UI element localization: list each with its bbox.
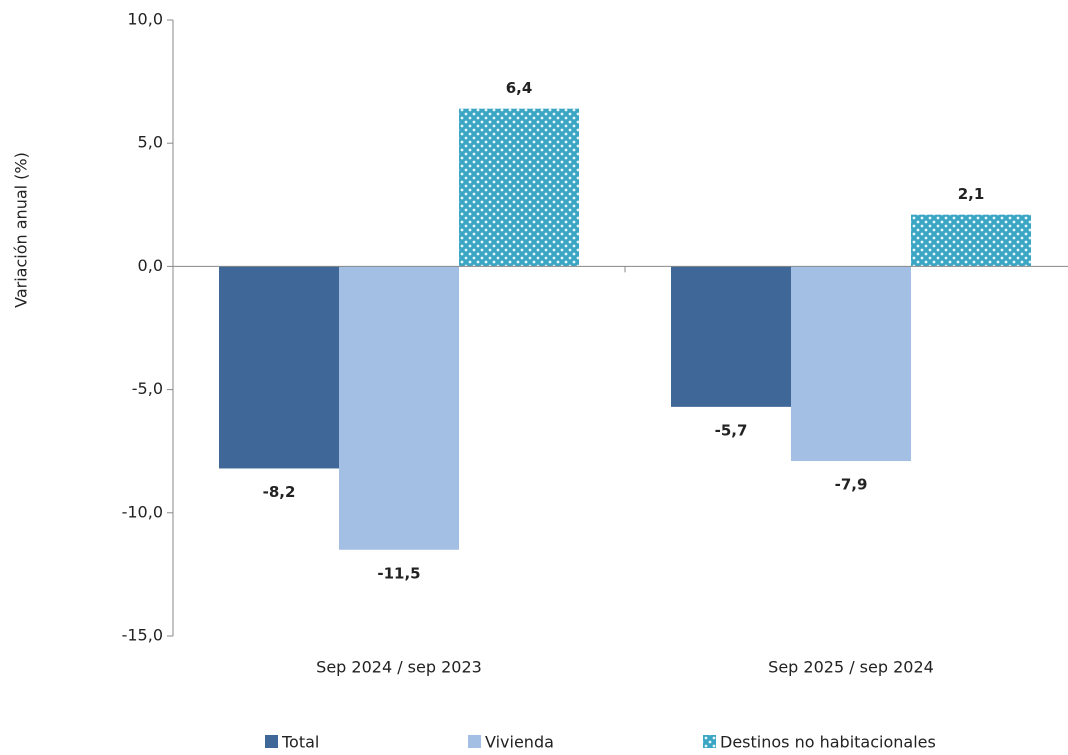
x-tick-label: Sep 2024 / sep 2023 (316, 658, 482, 677)
y-tick-label: -15,0 (122, 626, 163, 645)
value-label: -5,7 (715, 421, 748, 439)
value-label: -8,2 (263, 483, 296, 501)
legend-swatch (265, 735, 278, 748)
bar (459, 108, 579, 267)
bar (911, 214, 1031, 267)
x-tick-label: Sep 2025 / sep 2024 (768, 658, 934, 677)
legend-label: Vivienda (485, 733, 554, 752)
legend-swatch (468, 735, 481, 748)
legend-swatch (703, 735, 716, 748)
y-tick-label: 5,0 (138, 133, 163, 152)
y-tick-label: -10,0 (122, 502, 163, 521)
value-label: -11,5 (377, 564, 420, 582)
value-label: -7,9 (835, 476, 868, 494)
bar (339, 266, 459, 550)
y-tick-label: 10,0 (127, 10, 163, 29)
value-label: 6,4 (506, 79, 533, 97)
bar (671, 266, 791, 407)
y-axis-label: Variación anual (%) (12, 152, 31, 308)
value-label: 2,1 (958, 185, 985, 203)
y-tick-label: 0,0 (138, 256, 163, 275)
legend-label: Destinos no habitacionales (720, 733, 936, 752)
bar (219, 266, 339, 469)
y-tick-label: -5,0 (132, 379, 163, 398)
bar (791, 266, 911, 462)
legend-label: Total (281, 733, 319, 752)
